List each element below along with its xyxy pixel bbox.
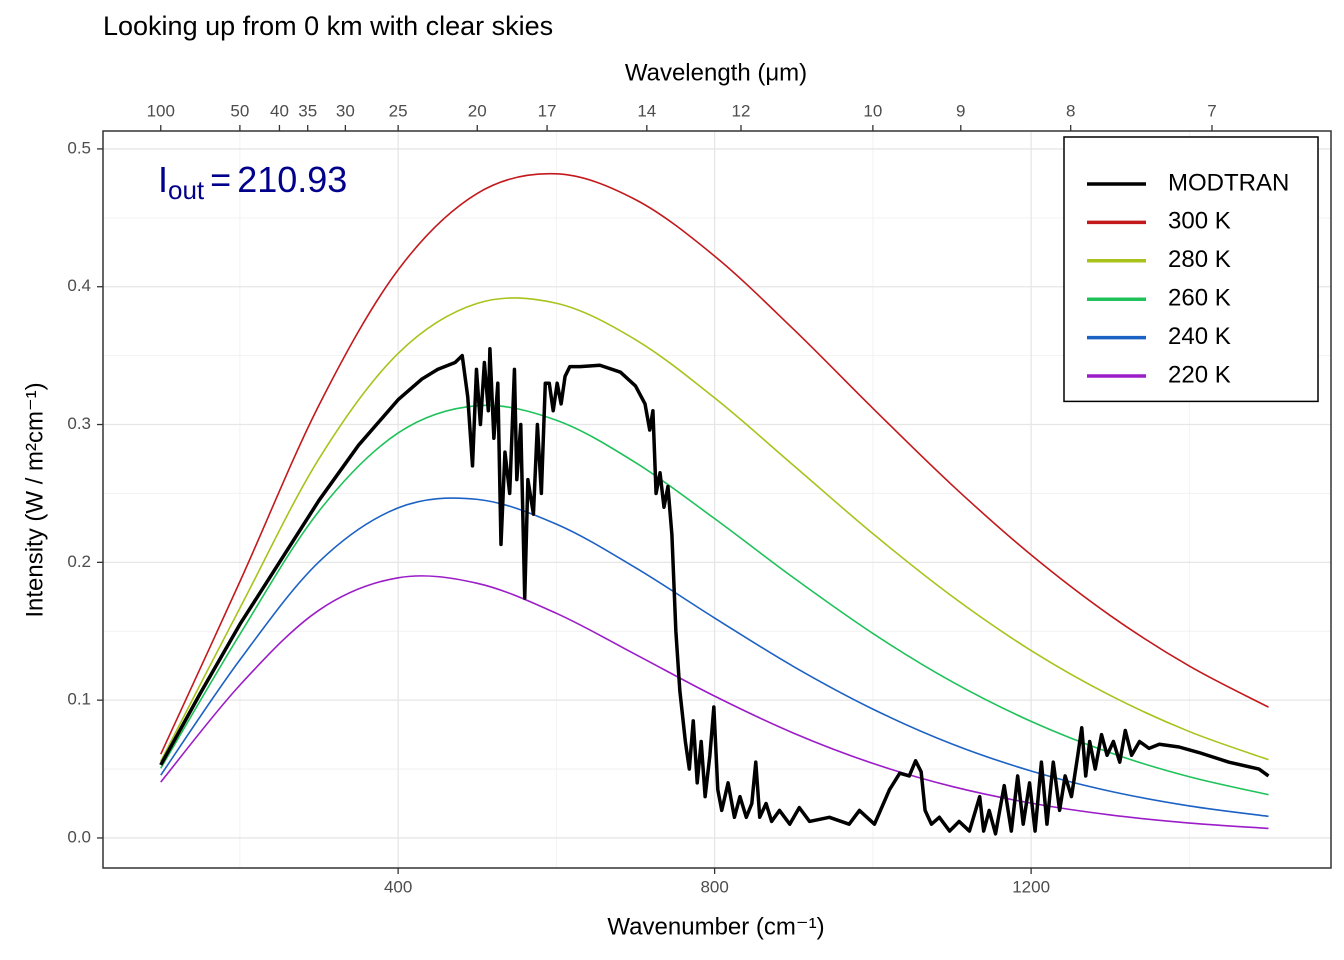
x2-tick-label: 7 (1207, 101, 1216, 120)
series-line (159, 346, 1270, 836)
y-tick-label: 0.2 (67, 552, 91, 571)
legend-label: MODTRAN (1168, 169, 1289, 196)
annotation-value: 210.93 (237, 159, 347, 200)
legend-box (1063, 136, 1319, 403)
y-axis-title: Intensity (W / m²cm⁻¹) (21, 382, 48, 617)
plot-lines (159, 172, 1270, 836)
x2-tick-label: 20 (468, 101, 487, 120)
x2-tick-label: 30 (336, 101, 355, 120)
series-line (160, 575, 1269, 830)
annotation-subscript: out (168, 175, 205, 205)
x-tick-label: 800 (700, 877, 728, 896)
legend: MODTRAN 300 K 280 K 260 K 240 K 220 K (1063, 136, 1319, 403)
x2-tick-label: 35 (298, 101, 317, 120)
y-tick-label: 0.0 (67, 827, 91, 846)
annotation-equals: = (210, 159, 231, 200)
y-tick-label: 0.5 (67, 138, 91, 157)
x2-tick-label: 40 (270, 101, 289, 120)
legend-label: 260 K (1168, 285, 1231, 312)
legend-label: 300 K (1168, 208, 1231, 235)
x2-tick-label: 17 (538, 101, 557, 120)
x2-tick-label: 9 (956, 101, 965, 120)
x2-tick-label: 50 (230, 101, 249, 120)
panel-border (102, 130, 1332, 869)
x2-tick-label: 100 (147, 101, 175, 120)
x2-axis-title: Wavelength (μm) (625, 59, 807, 86)
x2-tick-label: 8 (1066, 101, 1075, 120)
x2-tick-label: 12 (732, 101, 751, 120)
legend-label: 240 K (1168, 323, 1231, 350)
series-line (160, 297, 1269, 762)
y-tick-label: 0.3 (67, 414, 91, 433)
x2-tick-label: 14 (637, 101, 656, 120)
x-axis-title: Wavenumber (cm⁻¹) (607, 913, 824, 940)
legend-label: 280 K (1168, 246, 1231, 273)
y-tick-label: 0.4 (67, 276, 91, 295)
series-line (160, 172, 1269, 755)
chart-title: Looking up from 0 km with clear skies (103, 11, 553, 41)
x-tick-label: 1200 (1012, 877, 1050, 896)
y-tick-label: 0.1 (67, 690, 91, 709)
annotation-symbol: I (158, 159, 168, 200)
legend-label: 220 K (1168, 361, 1231, 388)
series-line (160, 404, 1269, 796)
annotation: Iout = 210.93 (158, 159, 347, 205)
x-tick-label: 400 (384, 877, 412, 896)
x2-tick-label: 25 (389, 101, 408, 120)
x2-tick-label: 10 (863, 101, 882, 120)
